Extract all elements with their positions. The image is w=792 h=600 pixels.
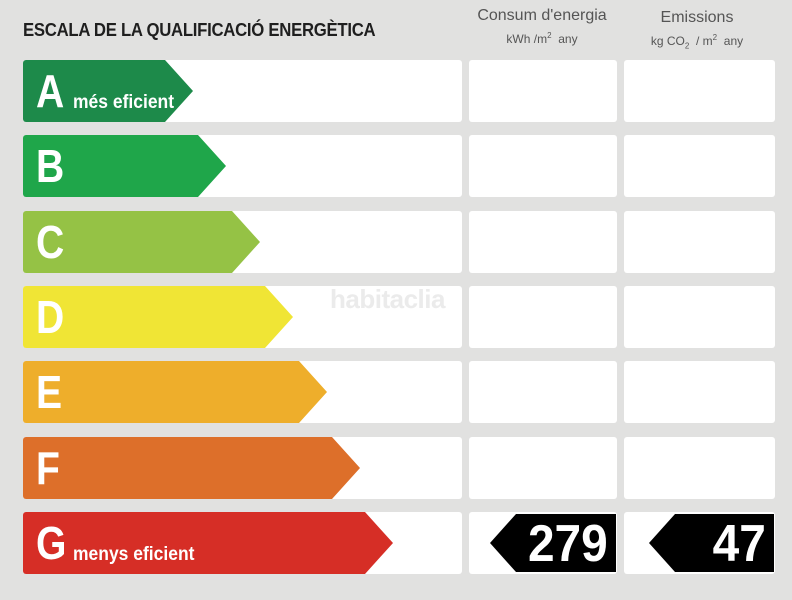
rating-caption: menys eficient [73,544,195,565]
rating-arrow-d [23,286,293,348]
consum-cell [469,437,617,499]
page-title: ESCALA DE LA QUALIFICACIÓ ENERGÈTICA [23,20,376,40]
consum-cell [469,60,617,122]
consum-cell [469,361,617,423]
rating-arrow-g [23,512,393,574]
emissions-cell [624,211,775,273]
rating-letter: D [36,291,65,343]
rating-letter: B [36,140,65,192]
rating-row-e: E [0,361,792,423]
consum-unit: kWh /m2 any [506,31,578,47]
emissions-cell [624,135,775,197]
rating-letter: G [36,517,67,569]
emissions-heading: Emissions [660,9,734,26]
consum-result-tag-value: 279 [528,515,608,573]
rating-arrow-a [23,60,193,122]
rating-row-c: C [0,211,792,273]
emissions-result-tag-value: 47 [712,515,766,573]
consum-column-header: Consum d'energia kWh /m2 any [468,6,616,48]
consum-cell [469,135,617,197]
rating-arrow-b [23,135,226,197]
rating-letter: C [36,216,65,268]
rating-row-f: F [0,437,792,499]
rating-arrow-c [23,211,260,273]
rating-letter: F [36,442,60,494]
rating-row-b: B [0,135,792,197]
rating-letter: E [36,366,63,418]
consum-heading: Consum d'energia [477,7,607,24]
rating-caption: més eficient [73,92,175,113]
emissions-cell [624,286,775,348]
emissions-cell [624,60,775,122]
consum-result-tag: 279 [490,514,616,572]
consum-cell [469,211,617,273]
emissions-column-header: Emissions kg CO2 / m2 any [623,8,771,50]
rating-row-d: D [0,286,792,348]
consum-cell [469,286,617,348]
emissions-result-tag: 47 [649,514,774,572]
emissions-cell [624,437,775,499]
rating-letter: A [36,65,65,117]
rating-arrow-e [23,361,327,423]
rating-arrow-f [23,437,360,499]
watermark-logo: habitaclia [330,284,445,314]
emissions-unit: kg CO2 / m2 any [650,33,744,51]
emissions-cell [624,361,775,423]
